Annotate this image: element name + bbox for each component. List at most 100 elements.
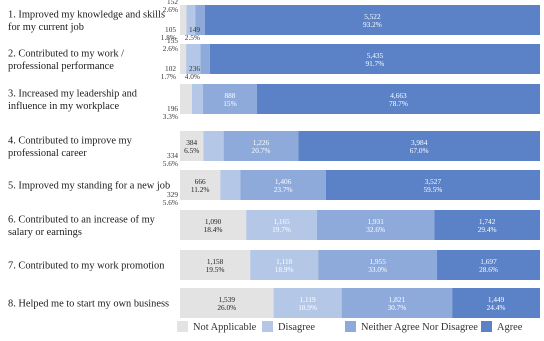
data-label-percent: 28.6% <box>479 265 498 274</box>
data-label-count: 4,663 <box>390 91 407 100</box>
data-label-count: 5,435 <box>367 51 384 60</box>
data-label-percent: 78.7% <box>389 99 408 108</box>
data-label-percent: 2.6% <box>163 5 178 14</box>
data-label-count: 1,821 <box>389 295 406 304</box>
bar-segment-disagree <box>186 44 201 74</box>
category-label: 2. Contributed to my work / <box>8 48 124 59</box>
legend: Not Applicable Disagree Neither Agree Nor … <box>177 321 523 333</box>
data-label-percent: 1.7% <box>161 72 176 81</box>
category-label: 8. Helped me to start my own business <box>8 299 169 310</box>
bar-segment-not-applicable <box>180 44 187 74</box>
data-label-percent: 3.3% <box>163 112 178 121</box>
data-label-percent: 26.0% <box>217 303 236 312</box>
bar-segment-neither <box>200 44 210 74</box>
data-label-count: 149 <box>189 25 200 34</box>
bar-segment-disagree <box>186 5 196 35</box>
data-label-percent: 30.7% <box>387 303 406 312</box>
data-label-percent: 11.2% <box>191 185 210 194</box>
data-label-count: 3,984 <box>411 138 428 147</box>
data-label-percent: 18.9% <box>275 265 294 274</box>
data-label-count: 1,226 <box>253 138 270 147</box>
bar-segment-not-applicable <box>180 250 251 280</box>
data-label-percent: 2.6% <box>163 44 178 53</box>
bar-segment-disagree <box>191 84 204 114</box>
data-label-percent: 24.4% <box>487 303 506 312</box>
data-label-percent: 33.0% <box>368 265 387 274</box>
data-label-count: 3,527 <box>425 177 442 186</box>
data-label-count: 1,697 <box>480 257 497 266</box>
data-label-percent: 5.6% <box>163 198 178 207</box>
legend-label: Disagree <box>278 322 315 333</box>
bar-segment-agree <box>434 210 540 240</box>
data-label-count: 1,931 <box>367 217 384 226</box>
legend-item-not-applicable: Not Applicable <box>177 321 257 333</box>
bar-segment-not-applicable <box>180 5 187 35</box>
data-label-count: 888 <box>225 91 236 100</box>
data-label-count: 236 <box>189 64 200 73</box>
bar-segment-not-applicable <box>180 84 192 114</box>
bar-segment-neither <box>318 250 438 280</box>
data-label-count: 5,522 <box>364 12 381 21</box>
data-label-count: 1,119 <box>300 295 316 304</box>
bar-segment-neither <box>223 131 299 161</box>
data-label-percent: 20.7% <box>252 146 271 155</box>
legend-item-agree: Agree <box>481 321 523 333</box>
data-label-count: 1,742 <box>479 217 496 226</box>
data-label-count: 1,406 <box>275 177 292 186</box>
data-label-count: 1,165 <box>273 217 290 226</box>
category-label: 7. Contributed to my work promotion <box>8 261 165 272</box>
data-label-percent: 19.7% <box>272 225 291 234</box>
bar-segment-not-applicable <box>180 170 221 200</box>
bar-segment-not-applicable <box>180 131 204 161</box>
bar-segment-disagree <box>250 250 319 280</box>
data-label-count: 384 <box>186 138 197 147</box>
bar-segment-disagree <box>246 210 318 240</box>
category-label: for my current job <box>8 22 84 33</box>
data-label-percent: 91.7% <box>366 59 385 68</box>
data-label-count: 1,158 <box>207 257 224 266</box>
bar-segment-neither <box>341 288 453 318</box>
bar-segment-agree <box>437 250 540 280</box>
legend-swatch <box>262 321 273 332</box>
data-label-percent: 4.0% <box>185 72 200 81</box>
bar-segment-not-applicable <box>180 288 274 318</box>
legend-label: Neither Agree Nor Disagree <box>361 322 478 333</box>
data-label-percent: 6.5% <box>184 146 199 155</box>
bar-segment-agree <box>298 131 540 161</box>
data-label-percent: 29.4% <box>478 225 497 234</box>
data-label-percent: 32.6% <box>366 225 385 234</box>
bar-segment-disagree <box>203 131 224 161</box>
bar-segment-neither <box>195 5 205 35</box>
category-label: 3. Increased my leadership and <box>8 88 138 99</box>
data-label-percent: 59.5% <box>423 185 442 194</box>
bar-segment-agree <box>204 5 540 35</box>
bar-segment-neither <box>317 210 435 240</box>
bar-segment-disagree <box>220 170 241 200</box>
data-label-percent: 19.5% <box>206 265 225 274</box>
legend-item-neither: Neither Agree Nor Disagree <box>345 321 478 333</box>
legend-label: Not Applicable <box>193 322 257 333</box>
category-label: 1. Improved my knowledge and skills <box>8 9 165 20</box>
bars-layer: 5,52293.2%1522.6%1051.8%1492.5%5,43591.7… <box>161 0 540 318</box>
data-label-count: 152 <box>167 0 178 6</box>
data-label-count: 334 <box>167 151 178 160</box>
data-label-count: 329 <box>167 190 178 199</box>
bar-segment-neither <box>240 170 326 200</box>
bar-segment-agree <box>256 84 540 114</box>
data-label-percent: 5.6% <box>163 159 178 168</box>
data-label-percent: 18.9% <box>298 303 317 312</box>
bar-segment-not-applicable <box>180 210 247 240</box>
data-label-count: 105 <box>165 25 176 34</box>
category-labels: 1. Improved my knowledge and skills for m… <box>8 9 170 309</box>
bar-segment-disagree <box>273 288 342 318</box>
legend-item-disagree: Disagree <box>262 321 315 333</box>
bar-segment-neither <box>203 84 257 114</box>
data-label-count: 155 <box>167 36 178 45</box>
data-label-percent: 93.2% <box>363 20 382 29</box>
bar-segment-agree <box>452 288 540 318</box>
category-label: professional career <box>8 148 87 159</box>
category-label: 6. Contributed to an increase of my <box>8 214 156 225</box>
legend-label: Agree <box>497 322 523 333</box>
data-label-percent: 18.4% <box>204 225 223 234</box>
